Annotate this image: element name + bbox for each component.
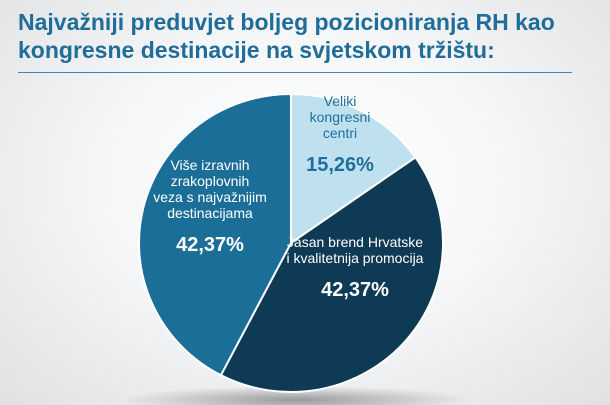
pie-slice-jasan-brend <box>219 156 444 393</box>
title-underline <box>18 72 572 73</box>
pie-slice-veliki-kongresni-centri <box>290 92 417 245</box>
slice-value-label: 15,26% <box>306 154 374 176</box>
slice-label-line: zrakoplovnih <box>171 173 250 189</box>
slice-label-line: Veliki <box>324 93 357 109</box>
slice-label-line: i kvalitetnija promocija <box>287 250 424 266</box>
slice-label-line: centri <box>323 125 357 141</box>
pie-slice-izravne-veze <box>138 92 292 377</box>
slice-value-label: 42,37% <box>176 234 244 256</box>
slice-value-label: 42,37% <box>321 279 389 301</box>
title-line-1: Najvažniji preduvjet boljeg pozicioniran… <box>18 9 555 35</box>
chart-title: Najvažniji preduvjet boljeg pozicioniran… <box>18 8 598 64</box>
title-line-2: kongresne destinacije na svjetskom tržiš… <box>18 37 495 63</box>
slice-label-line: kongresni <box>310 109 371 125</box>
slice-label-line: Više izravnih <box>170 157 249 173</box>
pie-shadow <box>121 386 471 405</box>
slice-label-line: veza s najvažnijim <box>153 189 267 205</box>
slice-label-line: destinacijama <box>167 205 253 221</box>
slice-label-line: Jasan brend Hrvatske <box>287 234 423 250</box>
